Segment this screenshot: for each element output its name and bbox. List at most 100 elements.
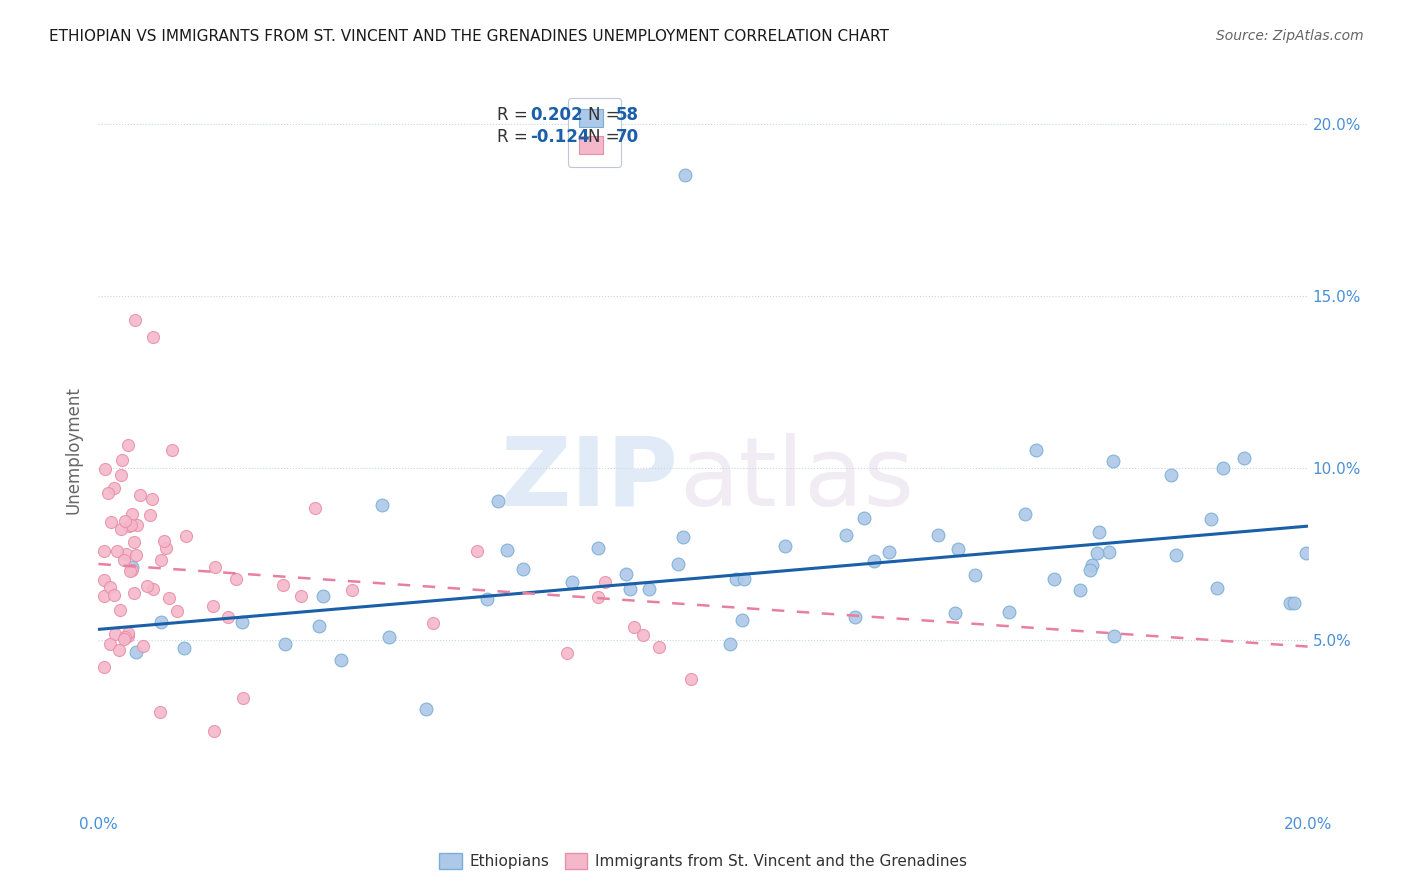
Point bbox=[862, 554, 884, 568]
Point bbox=[217, 610, 239, 624]
Point bbox=[117, 629, 139, 643]
Text: 0.202: 0.202 bbox=[530, 106, 582, 124]
Point bbox=[121, 559, 143, 574]
Text: 58: 58 bbox=[616, 106, 638, 124]
Point bbox=[1282, 596, 1305, 610]
Point bbox=[118, 564, 141, 578]
Point bbox=[142, 582, 165, 596]
Point bbox=[475, 591, 498, 606]
Point bbox=[114, 630, 136, 644]
Point bbox=[465, 544, 488, 558]
Point bbox=[117, 438, 139, 452]
Point bbox=[1085, 546, 1108, 560]
Point bbox=[115, 547, 138, 561]
Point bbox=[98, 637, 121, 651]
Point bbox=[112, 553, 135, 567]
Point bbox=[329, 653, 352, 667]
Point bbox=[122, 535, 145, 549]
Text: R =: R = bbox=[498, 128, 533, 146]
Point bbox=[125, 645, 148, 659]
Point bbox=[965, 568, 987, 582]
Point bbox=[340, 583, 363, 598]
Point bbox=[733, 572, 755, 586]
Point bbox=[561, 574, 583, 589]
Point bbox=[225, 572, 247, 586]
Point bbox=[718, 637, 741, 651]
Point bbox=[308, 618, 330, 632]
Point bbox=[108, 643, 131, 657]
Point bbox=[555, 646, 578, 660]
Point bbox=[232, 691, 254, 706]
Point bbox=[166, 604, 188, 618]
Point bbox=[371, 498, 394, 512]
Point bbox=[139, 508, 162, 522]
Point bbox=[679, 672, 702, 686]
Point bbox=[142, 330, 165, 344]
Point bbox=[97, 485, 120, 500]
Point bbox=[834, 528, 856, 542]
Text: N =: N = bbox=[588, 128, 626, 146]
Point bbox=[512, 562, 534, 576]
Point bbox=[1295, 546, 1317, 560]
Point bbox=[125, 548, 148, 562]
Point bbox=[304, 500, 326, 515]
Text: ETHIOPIAN VS IMMIGRANTS FROM ST. VINCENT AND THE GRENADINES UNEMPLOYMENT CORRELA: ETHIOPIAN VS IMMIGRANTS FROM ST. VINCENT… bbox=[49, 29, 889, 44]
Point bbox=[121, 563, 143, 577]
Point bbox=[672, 530, 695, 544]
Text: Source: ZipAtlas.com: Source: ZipAtlas.com bbox=[1216, 29, 1364, 43]
Point bbox=[1087, 525, 1109, 540]
Point bbox=[1102, 629, 1125, 643]
Point bbox=[290, 589, 312, 603]
Point bbox=[160, 442, 183, 457]
Legend: Ethiopians, Immigrants from St. Vincent and the Grenadines: Ethiopians, Immigrants from St. Vincent … bbox=[433, 847, 973, 875]
Point bbox=[100, 515, 122, 529]
Point bbox=[415, 701, 437, 715]
Point bbox=[1024, 443, 1046, 458]
Point bbox=[149, 552, 172, 566]
Point bbox=[312, 589, 335, 603]
Text: atlas: atlas bbox=[679, 433, 914, 526]
Point bbox=[231, 615, 253, 629]
Point bbox=[110, 522, 132, 536]
Point bbox=[1160, 467, 1182, 482]
Point bbox=[155, 541, 177, 556]
Point bbox=[114, 514, 136, 528]
Point bbox=[141, 492, 163, 507]
Point bbox=[118, 519, 141, 533]
Point bbox=[593, 574, 616, 589]
Point bbox=[204, 723, 226, 738]
Point bbox=[853, 511, 876, 525]
Point bbox=[1069, 583, 1091, 598]
Point bbox=[128, 488, 150, 502]
Text: 70: 70 bbox=[616, 128, 640, 146]
Point bbox=[98, 580, 121, 594]
Point bbox=[120, 518, 142, 533]
Point bbox=[93, 573, 115, 587]
Point bbox=[149, 705, 172, 719]
Point bbox=[122, 586, 145, 600]
Point bbox=[150, 615, 173, 630]
Point bbox=[110, 603, 132, 617]
Point bbox=[157, 591, 180, 605]
Point bbox=[496, 542, 519, 557]
Point bbox=[110, 468, 132, 483]
Point bbox=[274, 637, 297, 651]
Point bbox=[927, 528, 949, 542]
Point bbox=[1081, 558, 1104, 573]
Point bbox=[152, 533, 174, 548]
Y-axis label: Unemployment: Unemployment bbox=[65, 386, 83, 515]
Point bbox=[121, 507, 143, 521]
Point bbox=[176, 529, 198, 543]
Point bbox=[93, 589, 115, 603]
Point bbox=[136, 578, 159, 592]
Point bbox=[110, 453, 132, 467]
Point bbox=[1278, 596, 1301, 610]
Point bbox=[730, 613, 752, 627]
Point bbox=[614, 566, 637, 581]
Point bbox=[619, 582, 641, 597]
Point bbox=[673, 168, 696, 182]
Point bbox=[1233, 451, 1256, 466]
Point bbox=[633, 628, 655, 642]
Text: -0.124: -0.124 bbox=[530, 128, 589, 146]
Point bbox=[1212, 460, 1234, 475]
